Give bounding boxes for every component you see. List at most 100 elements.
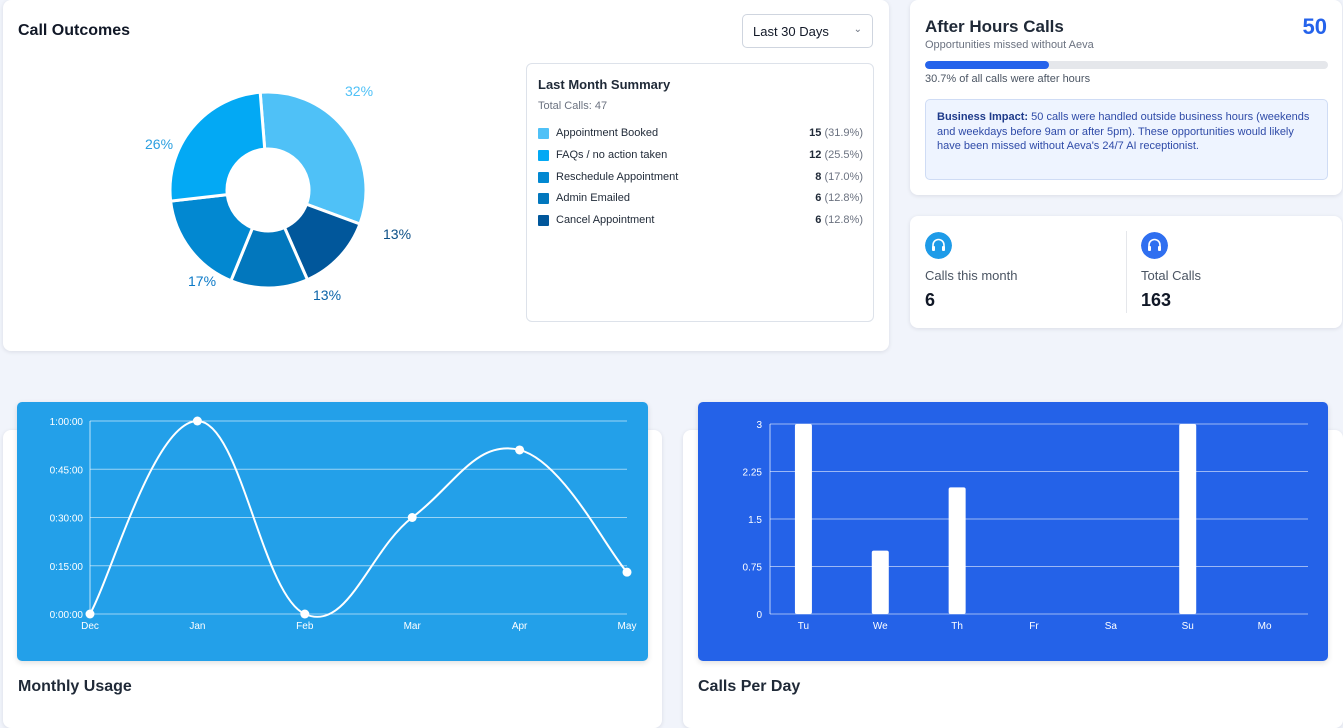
legend-swatch [538, 215, 549, 226]
summary-row: Reschedule Appointment 8 (17.0%) [538, 169, 863, 185]
usage-data-point [192, 416, 202, 426]
calls-bar [794, 424, 812, 614]
y-tick-label: 1.5 [748, 515, 762, 526]
x-tick-label: Su [1182, 621, 1194, 632]
summary-row-count: 6 [815, 192, 822, 204]
summary-row: FAQs / no action taken 12 (25.5%) [538, 147, 863, 163]
summary-row-count: 15 [809, 127, 822, 139]
donut-slice [258, 90, 368, 226]
usage-data-point [300, 609, 310, 619]
y-tick-label: 0.75 [743, 563, 763, 574]
after-hours-progress-bar [925, 61, 1328, 69]
y-tick-label: 0:15:00 [50, 562, 84, 573]
call-outcomes-donut-chart: 32% 26% 17% 13% 13% [145, 83, 411, 303]
total-calls-label: Total Calls [1141, 268, 1201, 283]
legend-swatch [538, 150, 549, 161]
summary-row: Cancel Appointment 6 (12.8%) [538, 212, 863, 228]
y-tick-label: 0:00:00 [50, 610, 84, 621]
stat-divider [1126, 231, 1127, 313]
after-hours-card: After Hours Calls Opportunities missed w… [910, 0, 1342, 195]
x-tick-label: Th [951, 621, 963, 632]
x-tick-label: May [618, 621, 637, 632]
legend-swatch [538, 193, 549, 204]
last-month-summary: Last Month Summary Total Calls: 47 Appoi… [526, 63, 874, 322]
summary-row-percent: (25.5%) [824, 149, 863, 161]
donut-slice-label: 32% [345, 83, 373, 99]
after-hours-count: 50 [1302, 14, 1327, 39]
usage-series-line [89, 419, 628, 618]
summary-row-percent: (12.8%) [824, 192, 863, 204]
usage-data-point [85, 609, 95, 619]
summary-row-percent: (17.0%) [824, 171, 863, 183]
y-tick-label: 2.25 [743, 468, 763, 479]
x-tick-label: We [873, 621, 888, 632]
summary-row: Appointment Booked 15 (31.9%) [538, 125, 863, 141]
call-stats-card: Calls this month 6 Total Calls 163 [910, 216, 1342, 328]
summary-row-label: Cancel Appointment [556, 214, 655, 226]
date-range-select[interactable]: Last 30 Days ⌄ [742, 14, 873, 48]
usage-data-point [622, 567, 632, 577]
summary-row-count: 12 [809, 149, 822, 161]
summary-row-label: Appointment Booked [556, 127, 659, 139]
chevron-down-icon: ⌄ [853, 24, 862, 35]
usage-data-point [515, 445, 525, 455]
x-tick-label: Mo [1258, 621, 1272, 632]
usage-data-point [407, 513, 417, 522]
summary-total-calls: Total Calls: 47 [538, 100, 608, 112]
y-tick-label: 1:00:00 [50, 417, 84, 428]
monthly-usage-chart-panel: 0:00:00 0:15:00 0:30:00 0:45:00 1:00:00 Dec Ja… [17, 402, 648, 661]
summary-row-count: 8 [815, 171, 822, 183]
summary-row-percent: (31.9%) [824, 127, 863, 139]
headphones-icon [1141, 232, 1168, 259]
x-tick-label: Apr [512, 621, 528, 632]
calls-this-month-stat: Calls this month 6 [910, 216, 1126, 328]
call-outcomes-title: Call Outcomes [18, 22, 131, 39]
x-tick-label: Jan [189, 621, 205, 632]
x-tick-label: Sa [1105, 621, 1118, 632]
date-range-value: Last 30 Days [753, 24, 829, 39]
donut-slice-label: 26% [145, 136, 173, 152]
x-tick-label: Mar [404, 621, 422, 632]
business-impact-text: 50 calls were handled outside business h… [937, 111, 1310, 152]
legend-swatch [538, 128, 549, 139]
calls-bar [948, 487, 966, 614]
legend-swatch [538, 172, 549, 183]
summary-title: Last Month Summary [538, 77, 671, 92]
y-tick-label: 0:45:00 [50, 465, 84, 476]
after-hours-progress-fill [925, 61, 1049, 69]
x-tick-label: Fr [1029, 621, 1039, 632]
calls-per-day-bar-chart: 0 0.75 1.5 2.25 3 Tu We Th Fr Sa Su Mo [743, 420, 1308, 632]
y-tick-label: 0:30:00 [50, 514, 84, 525]
calls-this-month-label: Calls this month [925, 268, 1018, 283]
calls-this-month-value: 6 [925, 290, 936, 310]
after-hours-subtitle: Opportunities missed without Aeva [925, 39, 1094, 51]
total-calls-value: 163 [1141, 290, 1172, 310]
summary-row-label: Reschedule Appointment [556, 171, 679, 183]
donut-slice [168, 90, 267, 203]
calls-per-day-title: Calls Per Day [698, 678, 801, 695]
monthly-usage-title: Monthly Usage [18, 678, 132, 695]
summary-row-count: 6 [815, 214, 822, 226]
donut-slice-label: 17% [188, 273, 216, 289]
donut-slice-label: 13% [313, 287, 341, 303]
y-tick-label: 3 [756, 420, 762, 431]
monthly-usage-line-chart: 0:00:00 0:15:00 0:30:00 0:45:00 1:00:00 Dec Ja… [50, 416, 637, 632]
summary-row-label: FAQs / no action taken [556, 149, 668, 161]
summary-row-label: Admin Emailed [556, 192, 630, 204]
business-impact-note: Business Impact: 50 calls were handled o… [925, 99, 1328, 180]
call-outcomes-card: Call Outcomes Last 30 Days ⌄ 32% 26% 17% 13… [3, 0, 889, 351]
donut-slice-label: 13% [383, 226, 411, 242]
x-tick-label: Feb [296, 621, 314, 632]
headphones-icon [925, 232, 952, 259]
y-tick-label: 0 [756, 610, 762, 621]
total-calls-stat: Total Calls 163 [1126, 216, 1342, 328]
after-hours-title: After Hours Calls [925, 17, 1064, 36]
calls-bar [1179, 424, 1197, 614]
x-tick-label: Tu [798, 621, 809, 632]
business-impact-label: Business Impact: [937, 111, 1029, 123]
calls-bar [871, 550, 889, 614]
summary-row: Admin Emailed 6 (12.8%) [538, 190, 863, 206]
after-hours-percent-text: 30.7% of all calls were after hours [925, 73, 1091, 85]
summary-row-percent: (12.8%) [824, 214, 863, 226]
x-tick-label: Dec [81, 621, 99, 632]
